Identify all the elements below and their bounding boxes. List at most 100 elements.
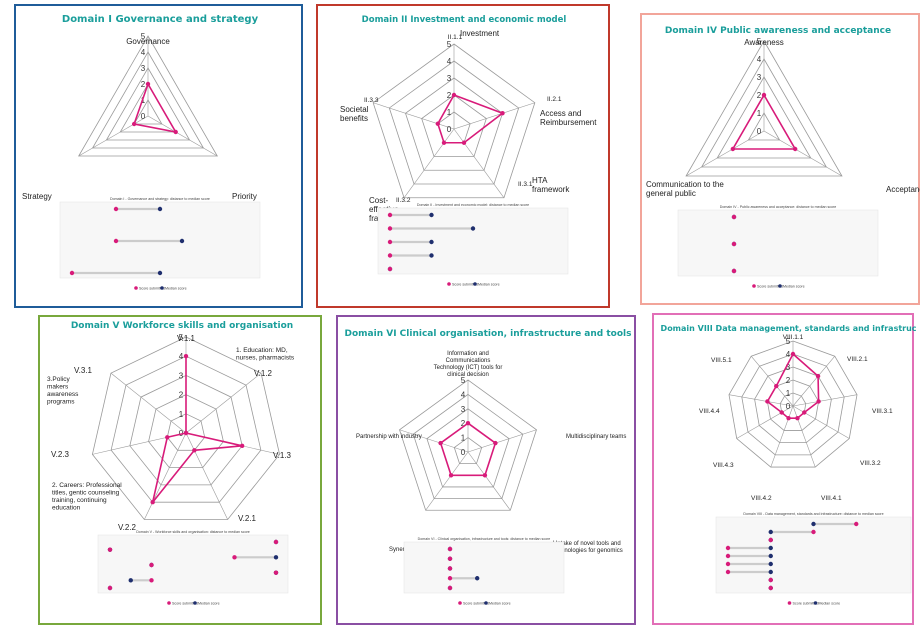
mini-chart-title: Domain V - Workforce skills and organisa…: [136, 530, 250, 534]
axis-label-line: Reimbursement: [540, 118, 597, 127]
axis-code-label: II.3.2: [396, 197, 411, 204]
chart-title: Domain VI Clinical organisation, infrast…: [345, 329, 632, 339]
annotation-line: makers: [47, 384, 69, 391]
axis-code-label: II.3.1: [518, 181, 533, 188]
mini-chart-title: Domain VIII - Data management, standards…: [743, 512, 883, 516]
axis-spoke: [770, 405, 794, 468]
median-score-dot: [429, 253, 434, 258]
radial-tick-label: 5: [447, 40, 452, 49]
submitted-score-dot: [854, 521, 859, 527]
radial-tick-label: 5: [179, 333, 184, 342]
grid-ring: [110, 355, 262, 503]
submitted-score-dot: [387, 266, 393, 272]
legend-label: Median score: [478, 282, 500, 286]
legend-swatch-score: [752, 284, 756, 288]
axis-spoke: [399, 429, 469, 453]
grid-ring: [148, 394, 224, 468]
radial-tick-label: 3: [141, 64, 146, 73]
data-point: [451, 92, 457, 98]
legend-label: Score submitted: [452, 282, 478, 286]
radial-tick-label: 4: [461, 390, 466, 399]
grid-ring: [91, 336, 281, 520]
axis-label: VIII.4.1: [821, 495, 842, 502]
axis-label: V.2.1: [238, 514, 256, 523]
submitted-score-dot: [447, 546, 453, 552]
radial-tick-label: 2: [141, 80, 146, 89]
legend-label: Median score: [198, 601, 220, 605]
radial-tick-label: 4: [757, 55, 762, 64]
axis-label-line: benefits: [340, 114, 368, 123]
radial-tick-label: 5: [757, 37, 762, 46]
grid-ring: [421, 94, 487, 157]
axis-label: Information and Communications Technology …: [434, 351, 503, 378]
data-point: [816, 399, 821, 404]
median-score-dot: [768, 561, 773, 567]
mini-chart-plot-area: [677, 209, 879, 277]
grid-ring: [405, 77, 503, 171]
axis-spoke: [403, 128, 455, 198]
axis-label-line: Societal: [340, 105, 369, 114]
submitted-score-dot: [811, 529, 816, 535]
annotation-note: 3.Policy makers awareness programs: [47, 376, 79, 406]
data-point: [239, 443, 245, 449]
grid-ring: [129, 374, 243, 486]
domain-8-panel: Domain VIII Data management, standards a…: [652, 313, 916, 625]
axis-spoke: [792, 405, 850, 439]
submitted-score-dot: [768, 577, 773, 583]
median-score-dot: [429, 212, 434, 218]
grid-ring: [133, 99, 163, 125]
axis-label: V.2.2: [118, 523, 136, 532]
radial-tick-label: 0: [447, 125, 452, 134]
data-point: [145, 81, 151, 87]
median-score-dot: [429, 239, 434, 245]
annotation-line: 1. Education: MD,: [236, 347, 288, 354]
axis-spoke: [467, 429, 537, 453]
grid-ring: [453, 437, 483, 465]
data-point: [192, 448, 197, 453]
axis-label: V.1.1: [177, 334, 195, 343]
axis-label-line: Access and: [540, 109, 581, 118]
legend-label: Score submitted: [793, 601, 819, 605]
submitted-score-dot: [725, 561, 731, 567]
domain-6-panel: Domain VI Clinical organisation, infrast…: [336, 315, 636, 625]
axis-label-line: Investment: [460, 29, 500, 38]
radial-tick-label: 2: [757, 91, 762, 100]
chart-title: Domain VIII Data management, standards a…: [661, 324, 916, 333]
median-score-dot: [475, 576, 480, 581]
grid-ring: [399, 379, 537, 511]
axis-spoke: [144, 432, 187, 520]
submitted-score-dot: [768, 585, 773, 591]
annotation-line: 3.Policy: [47, 376, 71, 383]
grid-ring: [728, 340, 858, 468]
radial-tick-label: 4: [786, 350, 791, 359]
legend-label: Median score: [489, 601, 511, 605]
submitted-score-dot: [69, 270, 75, 276]
axis-spoke: [685, 130, 765, 177]
submitted-score-dot: [107, 547, 113, 552]
radar-chart-3: Domain IV Public awareness and acceptanc…: [646, 26, 920, 288]
axis-spoke: [792, 405, 816, 468]
median-score-dot: [273, 555, 279, 560]
axis-label-line: technologies for genomics: [553, 548, 623, 554]
axis-label-line: Uptake of novel tools and: [553, 541, 621, 547]
legend-label: Median score: [165, 286, 187, 290]
grid-ring: [426, 408, 510, 488]
axis-spoke: [736, 405, 794, 439]
radial-tick-label: 5: [141, 32, 146, 41]
submitted-score-dot: [725, 569, 731, 575]
data-series-line: [151, 356, 243, 503]
radial-tick-label: 2: [461, 419, 466, 428]
data-series-line: [766, 352, 820, 420]
radial-tick-label: 0: [757, 127, 762, 136]
radar-chart-5: Domain VI Clinical organisation, infrast…: [345, 329, 632, 605]
axis-label: VIII.4.4: [699, 408, 720, 415]
data-point: [438, 440, 443, 446]
submitted-score-dot: [731, 268, 737, 274]
submitted-score-dot: [447, 556, 453, 561]
axis-spoke: [467, 451, 511, 511]
axis-spoke: [453, 102, 535, 130]
legend-label: Score submitted: [139, 286, 165, 290]
legend-swatch-median: [160, 286, 164, 290]
axis-label-line: Partnership with industry: [356, 434, 422, 440]
axis-label: Societal benefits: [340, 105, 369, 123]
